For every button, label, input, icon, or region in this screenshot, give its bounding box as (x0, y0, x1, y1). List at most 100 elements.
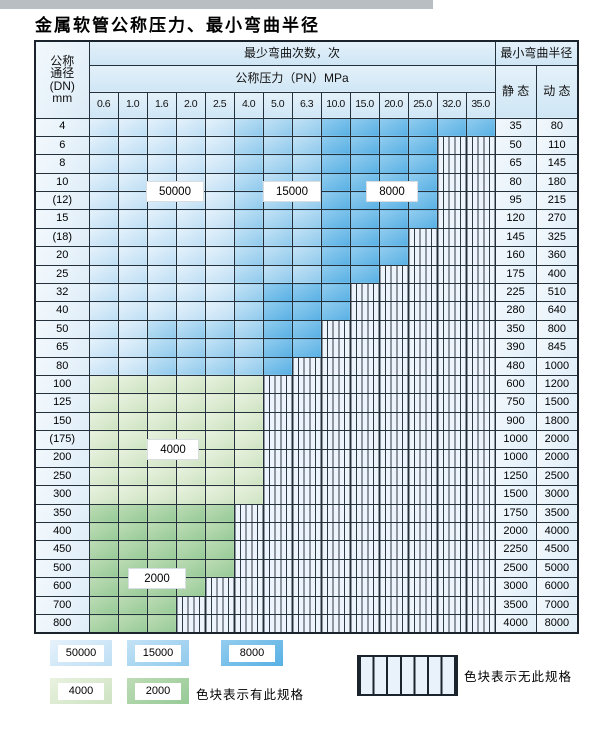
spec-zone-cell (378, 246, 409, 266)
no-spec-cell (407, 301, 438, 321)
spec-zone-cell (233, 283, 264, 303)
static-radius-cell: 65 (494, 154, 537, 174)
no-spec-cell (320, 503, 351, 524)
no-spec-cell (378, 301, 409, 321)
no-spec-cell (291, 614, 322, 634)
no-spec-cell (291, 374, 322, 395)
no-spec-cell (465, 227, 496, 248)
dn-cell: 32 (34, 283, 90, 303)
spec-zone-cell (175, 374, 206, 395)
spec-zone-cell (320, 227, 351, 248)
spec-zone-cell (349, 246, 380, 266)
table-row: 50 350 800 (34, 319, 579, 340)
no-spec-cell (465, 540, 496, 560)
no-spec-cell (291, 356, 322, 376)
spec-zone-cell (349, 264, 380, 285)
spec-zone-cell (117, 117, 148, 137)
no-spec-cell (378, 595, 409, 616)
no-spec-cell (233, 577, 264, 597)
spec-zone-cell (88, 540, 119, 560)
dn-cell: 20 (34, 246, 90, 266)
spec-zone-cell (233, 172, 264, 193)
spec-zone-cell (117, 154, 148, 174)
no-spec-cell (436, 595, 467, 616)
legend-swatch-value: 4000 (58, 682, 104, 700)
spec-zone-cell (146, 319, 177, 340)
dynamic-radius-cell: 2000 (535, 448, 579, 468)
no-spec-cell (349, 614, 380, 634)
static-radius-cell: 160 (494, 246, 537, 266)
spec-zone-cell (117, 393, 148, 413)
no-spec-cell (320, 411, 351, 432)
static-radius-cell: 390 (494, 338, 537, 358)
table-row: 80 480 1000 (34, 356, 579, 376)
table-row: 200 1000 2000 (34, 448, 579, 468)
spec-zone-cell (146, 117, 177, 137)
legend-swatch-value: 8000 (229, 644, 275, 662)
no-spec-cell (378, 558, 409, 579)
spec-zone-cell (146, 227, 177, 248)
no-spec-cell (349, 485, 380, 505)
spec-zone-cell (88, 411, 119, 432)
spec-zone-cell (320, 172, 351, 193)
dynamic-radius-cell: 80 (535, 117, 579, 137)
dn-cell: 15 (34, 209, 90, 229)
no-spec-cell (349, 374, 380, 395)
spec-zone-cell (146, 264, 177, 285)
no-spec-cell (320, 466, 351, 487)
no-spec-cell (349, 522, 380, 542)
static-radius-cell: 4000 (494, 614, 537, 634)
spec-zone-cell (233, 191, 264, 211)
no-spec-cell (378, 503, 409, 524)
dn-cell: (12) (34, 191, 90, 211)
static-radius-cell: 1250 (494, 466, 537, 487)
no-spec-cell (320, 448, 351, 468)
no-spec-cell (436, 264, 467, 285)
spec-zone-cell (117, 246, 148, 266)
table-row: 65 390 845 (34, 338, 579, 358)
no-spec-cell (378, 283, 409, 303)
spec-zone-cell (233, 356, 264, 376)
no-spec-cell (349, 595, 380, 616)
no-spec-cell (407, 485, 438, 505)
no-spec-cell (465, 319, 496, 340)
no-spec-cell (407, 374, 438, 395)
spec-zone-cell (320, 264, 351, 285)
spec-zone-cell (146, 466, 177, 487)
no-spec-cell (407, 558, 438, 579)
no-spec-cell (320, 356, 351, 376)
spec-zone-cell (146, 154, 177, 174)
dynamic-radius-cell: 145 (535, 154, 579, 174)
spec-zone-cell (88, 209, 119, 229)
no-spec-cell (320, 374, 351, 395)
spec-zone-cell (117, 614, 148, 634)
spec-zone-cell (204, 264, 235, 285)
no-spec-cell (436, 577, 467, 597)
no-spec-cell (262, 540, 293, 560)
dynamic-radius-cell: 1000 (535, 356, 579, 376)
table-row: 700 3500 7000 (34, 595, 579, 616)
dn-cell: 8 (34, 154, 90, 174)
no-spec-cell (378, 577, 409, 597)
spec-zone-cell (262, 264, 293, 285)
no-spec-cell (349, 503, 380, 524)
no-spec-cell (436, 135, 467, 156)
no-spec-cell (465, 154, 496, 174)
dynamic-radius-cell: 270 (535, 209, 579, 229)
table-row: 100 600 1200 (34, 374, 579, 395)
spec-zone-cell (262, 356, 293, 376)
spec-zone-cell (175, 283, 206, 303)
table-row: 40 280 640 (34, 301, 579, 321)
spec-zone-cell (233, 485, 264, 505)
spec-zone-cell (291, 319, 322, 340)
spec-zone-cell (407, 209, 438, 229)
spec-zone-cell (204, 522, 235, 542)
spec-zone-cell (291, 117, 322, 137)
dynamic-radius-cell: 800 (535, 319, 579, 340)
no-spec-cell (349, 356, 380, 376)
static-header: 静 态 (494, 64, 537, 119)
spec-zone-cell (320, 246, 351, 266)
no-spec-cell (436, 374, 467, 395)
no-spec-cell (407, 319, 438, 340)
